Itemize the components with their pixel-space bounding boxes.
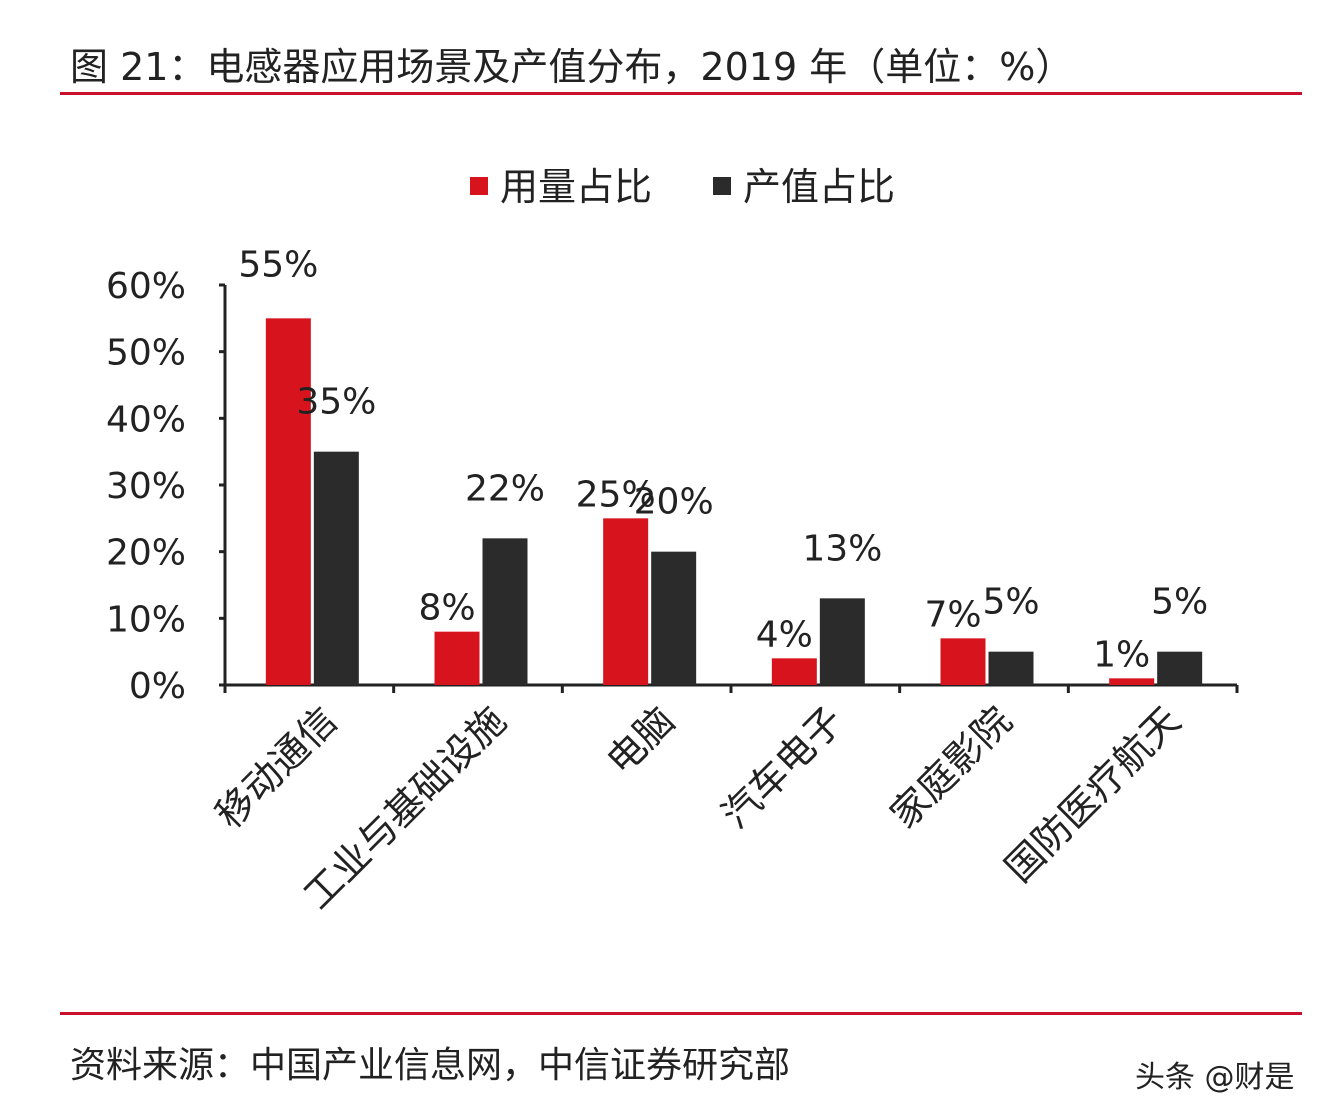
legend-swatch xyxy=(713,177,731,195)
bar-value xyxy=(313,451,359,685)
legend-label: 产值占比 xyxy=(743,165,895,209)
y-tick-label: 40% xyxy=(106,399,186,440)
x-tick-label: 家庭影院 xyxy=(882,698,1021,837)
data-label: 55% xyxy=(238,244,318,285)
y-tick-label: 60% xyxy=(106,266,186,307)
data-label: 5% xyxy=(1151,582,1208,623)
data-label: 25% xyxy=(576,474,656,515)
bar-usage xyxy=(434,631,480,685)
bar-usage xyxy=(771,658,817,685)
data-label: 4% xyxy=(756,614,813,655)
bar-value xyxy=(651,551,697,685)
y-tick-label: 0% xyxy=(129,666,186,707)
source-divider xyxy=(60,1012,1302,1015)
bar-usage xyxy=(603,518,649,685)
data-label: 13% xyxy=(802,528,882,569)
bar-value xyxy=(819,598,865,685)
title-divider xyxy=(60,92,1302,95)
data-label: 7% xyxy=(924,594,981,635)
data-label: 22% xyxy=(465,468,545,509)
x-tick-label: 电脑 xyxy=(598,698,683,783)
data-label: 1% xyxy=(1093,634,1150,675)
figure-title: 图 21：电感器应用场景及产值分布，2019 年（单位：%） xyxy=(70,45,1074,89)
watermark: 头条 @财是 xyxy=(1135,1060,1295,1095)
bar-value xyxy=(482,538,528,685)
y-tick-label: 20% xyxy=(106,533,186,574)
bar-chart: 0%10%20%30%40%50%60%55%35%移动通信8%22%工业与基础… xyxy=(106,165,1239,917)
y-tick-label: 30% xyxy=(106,466,186,507)
bar-usage xyxy=(265,318,311,685)
data-label: 5% xyxy=(982,582,1039,623)
y-tick-label: 10% xyxy=(106,599,186,640)
x-tick-label: 移动通信 xyxy=(207,698,346,837)
x-tick-label: 国防医疗航天 xyxy=(997,698,1189,890)
bar-value xyxy=(1157,651,1203,685)
legend-label: 用量占比 xyxy=(500,165,652,209)
bar-usage xyxy=(1109,678,1155,685)
data-label: 20% xyxy=(634,482,714,523)
legend-swatch xyxy=(470,177,488,195)
data-label: 8% xyxy=(418,588,475,629)
bar-value xyxy=(988,651,1034,685)
bar-usage xyxy=(940,638,986,685)
y-tick-label: 50% xyxy=(106,333,186,374)
x-tick-label: 汽车电子 xyxy=(713,698,852,837)
source-note: 资料来源：中国产业信息网，中信证券研究部 xyxy=(70,1045,791,1086)
data-label: 35% xyxy=(296,382,376,423)
